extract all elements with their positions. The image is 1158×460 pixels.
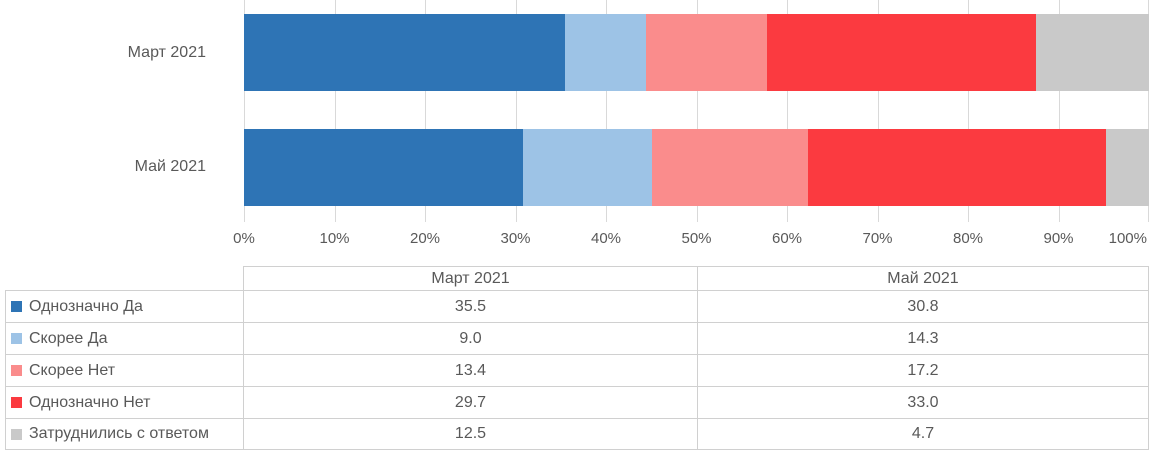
table-legend-label: Затруднились с ответом [29, 425, 209, 442]
table-legend-cell: Затруднились с ответом [5, 418, 243, 450]
bar-segment-Затруднились с ответом [1106, 129, 1149, 206]
gridline [968, 0, 969, 222]
bar-segment-Однозначно Да [244, 14, 565, 91]
category-label-mart-2021: Март 2021 [127, 44, 206, 61]
x-axis-tick-label: 90% [1043, 230, 1074, 247]
table-header-cell: Март 2021 [243, 266, 697, 290]
legend-key-icon [11, 333, 22, 344]
table-value-cell: 9.0 [243, 322, 697, 354]
bar-segment-Однозначно Нет [767, 14, 1036, 91]
gridline [877, 0, 879, 222]
table-legend-label: Скорее Нет [29, 361, 116, 379]
bar-row-mart-2021 [244, 14, 1149, 91]
legend-key-icon [11, 428, 22, 440]
bar-segment-Однозначно Да [244, 129, 523, 206]
table-value-cell: 12.5 [243, 418, 697, 450]
gridline [244, 0, 245, 222]
bar-segment-Скорее Нет [646, 14, 768, 91]
bar-row-mai-2021 [244, 129, 1149, 206]
table-value-cell: 35.5 [243, 290, 697, 322]
bar-segment-Скорее Да [564, 14, 647, 91]
table-value-cell: 4.7 [697, 418, 1149, 450]
x-axis-tick-label: 30% [500, 230, 531, 247]
gridline [787, 0, 788, 222]
bar-segment-Скорее Нет [652, 129, 808, 206]
table-legend-cell: Однозначно Нет [5, 386, 243, 418]
table-value-cell: 29.7 [243, 386, 697, 418]
x-axis-tick-label: 50% [681, 230, 712, 247]
legend-key-icon [11, 365, 22, 376]
bar-segment-Скорее Да [522, 129, 653, 206]
x-axis-tick-labels: 0% 10% 20% 30% 40% 50% 60% 70% 80% 90% 100% [233, 230, 1149, 248]
gridline [1148, 0, 1149, 222]
table-value-cell: 13.4 [243, 354, 697, 386]
x-axis-tick-label: 60% [771, 230, 803, 247]
gridline [696, 0, 698, 222]
gridline [1058, 0, 1060, 222]
x-axis-tick-label: 0% [233, 230, 255, 247]
legend-key-icon [11, 301, 22, 312]
x-axis-tick-label: 10% [319, 230, 350, 247]
gridline [515, 0, 517, 222]
data-table: Март 2021 Май 2021 Однозначно Да 35.5 30.8 Ск… [5, 266, 1149, 450]
bar-segment-Затруднились с ответом [1035, 14, 1149, 91]
gridline [606, 0, 607, 222]
x-axis-tick-label: 70% [862, 230, 893, 247]
plot-area [244, 0, 1149, 222]
x-axis-tick-label: 100% [1108, 230, 1147, 247]
table-value-cell: 30.8 [697, 290, 1149, 322]
table-legend-cell: Скорее Да [5, 322, 243, 354]
table-legend-cell: Однозначно Да [5, 290, 243, 322]
table-header-cell: Май 2021 [697, 266, 1149, 290]
bar-segment-Однозначно Нет [807, 129, 1107, 206]
table-value-cell: 14.3 [697, 322, 1149, 354]
category-label-mai-2021: Май 2021 [134, 158, 206, 175]
table-value-cell: 17.2 [697, 354, 1149, 386]
x-axis-tick-label: 40% [590, 230, 622, 247]
x-axis-tick-label: 20% [409, 230, 441, 247]
table-value-cell: 33.0 [697, 386, 1149, 418]
table-legend-cell: Скорее Нет [5, 354, 243, 386]
gridline [334, 0, 336, 222]
legend-key-icon [11, 397, 22, 408]
table-legend-label: Однозначно Нет [29, 393, 151, 411]
gridline [425, 0, 426, 222]
table-legend-label: Однозначно Да [29, 297, 143, 315]
x-axis-tick-label: 80% [952, 230, 984, 247]
table-corner-cell [5, 266, 243, 290]
table-legend-label: Скорее Да [29, 329, 108, 347]
